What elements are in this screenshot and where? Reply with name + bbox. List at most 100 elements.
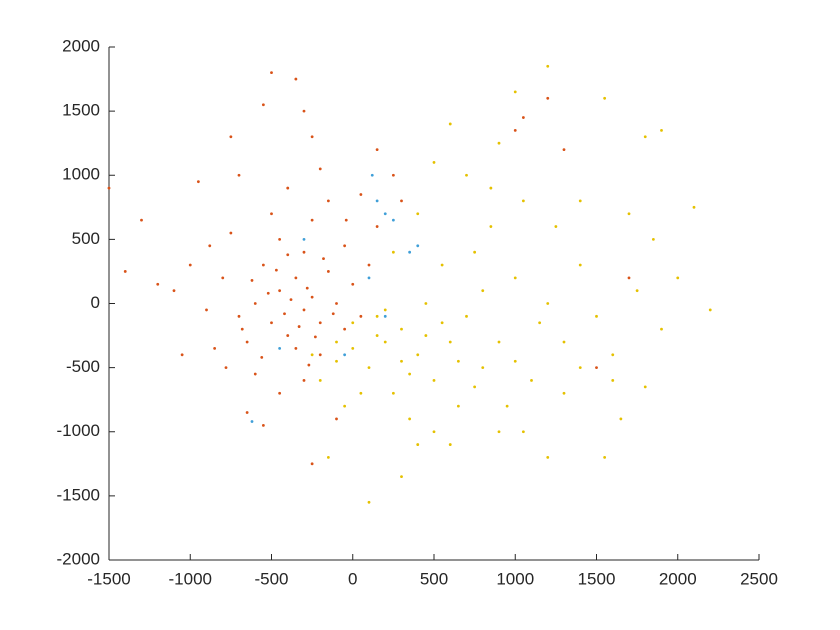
point [578,199,582,203]
point [481,366,485,370]
point [375,314,379,318]
point [611,379,615,382]
point [318,379,322,382]
point [497,430,501,434]
point [180,353,184,357]
point [188,263,192,267]
point [391,173,395,177]
point [383,340,387,344]
point [660,327,663,331]
x-tick-label: 1500 [578,569,616,588]
point [224,366,228,370]
point [213,346,217,350]
point [391,218,395,222]
point [513,359,517,363]
point [375,225,379,228]
point [400,199,403,203]
point [375,334,379,337]
point [611,353,615,357]
point [440,321,444,325]
point [196,180,200,184]
y-tick-label: 1000 [62,165,100,184]
point [416,244,420,248]
point [513,276,517,280]
point [123,270,127,273]
point [546,96,550,100]
point [416,212,420,216]
point [562,148,566,152]
point [310,462,314,466]
point [416,353,420,357]
point [489,225,493,228]
point [432,379,436,382]
point [375,199,379,203]
point [521,430,525,434]
point [335,417,338,421]
point [278,346,282,350]
point [305,286,309,290]
point [383,212,387,216]
point [546,456,550,459]
point [245,411,249,414]
point [261,263,265,267]
point [546,64,550,68]
point [513,90,517,94]
point [643,385,647,389]
point [367,263,371,267]
point [286,186,290,190]
point [278,237,282,241]
point [367,276,371,280]
point [283,312,286,316]
point [465,314,468,318]
point [205,308,208,312]
point [343,327,347,331]
point [302,250,306,254]
point [294,77,298,81]
point [367,366,371,370]
point [297,325,301,328]
point [448,340,452,344]
point [326,456,330,459]
y-tick-label: -1500 [57,485,100,504]
point [578,263,582,267]
point [322,257,325,261]
point [278,289,282,293]
point [562,340,566,344]
point [375,148,379,152]
x-tick-label: 2500 [740,569,778,588]
point [253,372,257,376]
point [359,314,363,318]
point [595,366,598,370]
point [424,302,428,305]
point [432,430,436,434]
point [505,404,509,408]
point [313,335,317,339]
point [343,244,347,248]
x-tick-label: -500 [254,569,288,588]
point [400,475,403,479]
point [351,321,355,325]
point [326,270,330,273]
point [270,321,273,325]
y-tick-label: 0 [91,293,100,312]
point [318,167,322,171]
point [603,96,607,100]
point [416,443,420,446]
point [278,391,282,395]
point [310,135,314,139]
point [302,237,306,241]
point [359,193,363,196]
point [335,340,338,344]
point [229,135,233,139]
point [307,363,311,367]
point [481,289,485,293]
point [221,276,225,280]
point [383,308,387,312]
point [250,420,254,423]
point [456,359,460,363]
point [619,417,623,421]
x-tick-label: 1000 [496,569,534,588]
point [351,282,355,286]
x-tick-label: -1500 [87,569,130,588]
